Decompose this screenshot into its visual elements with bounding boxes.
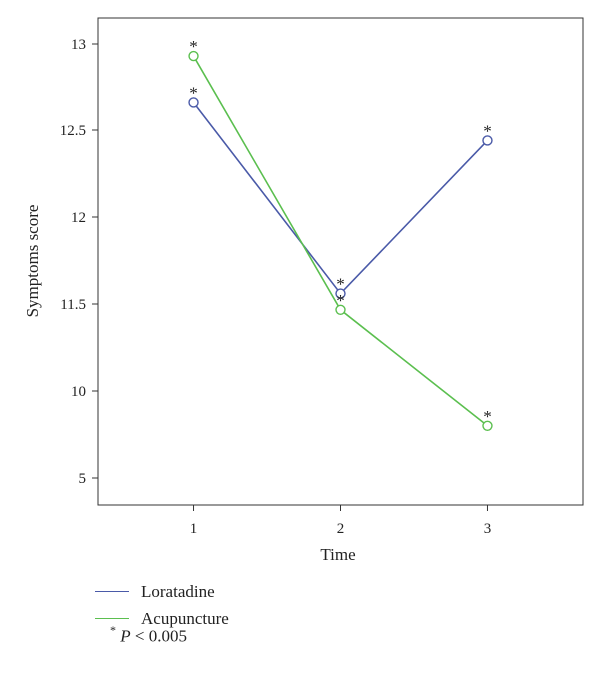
significance-star-loratadine: * (336, 275, 345, 294)
significance-star-acupuncture: * (189, 37, 198, 56)
footnote-text: < 0.005 (134, 626, 187, 646)
x-tick-label: 2 (337, 521, 345, 537)
y-tick-label: 13 (71, 37, 86, 53)
series-lines (192, 55, 489, 427)
x-tick-label: 3 (484, 521, 492, 537)
series-points (188, 50, 493, 431)
significance-star-loratadine: * (483, 121, 492, 140)
y-tick-label: 5 (79, 471, 87, 487)
legend-swatch-acupuncture (95, 618, 129, 619)
legend-item-loratadine: Loratadine (95, 578, 229, 605)
data-point-loratadine (335, 288, 346, 299)
series-line-acupuncture (192, 55, 488, 427)
significance-footnote: * P < 0.005 (110, 623, 187, 647)
y-tick-label: 10 (71, 384, 86, 400)
significance-star-acupuncture: * (483, 407, 492, 426)
significance-markers: ****** (189, 37, 491, 426)
y-tick-label: 12.5 (60, 123, 86, 139)
x-axis-title: Time (320, 545, 355, 564)
footnote-marker: * (110, 623, 116, 637)
legend: Loratadine Acupuncture (95, 578, 229, 632)
x-axis: 1 2 3 (190, 505, 491, 537)
legend-swatch-loratadine (95, 591, 129, 592)
data-point-acupuncture (188, 50, 199, 62)
legend-label-loratadine: Loratadine (141, 581, 215, 601)
plot-frame (97, 17, 584, 506)
footnote-p-label: P (120, 626, 131, 646)
legend-item-acupuncture: Acupuncture (95, 605, 229, 632)
y-axis-title: Symptoms score (23, 205, 42, 318)
data-point-acupuncture (482, 420, 493, 431)
data-point-loratadine (482, 135, 493, 146)
significance-star-loratadine: * (189, 83, 198, 102)
legend-label-acupuncture: Acupuncture (141, 608, 229, 628)
data-point-acupuncture (335, 304, 346, 315)
y-axis: 5 10 11.5 12 12.5 13 (60, 37, 98, 487)
y-tick-label: 12 (71, 210, 86, 226)
y-tick-label: 11.5 (60, 297, 86, 313)
x-tick-label: 1 (190, 521, 198, 537)
data-point-loratadine (188, 97, 199, 108)
significance-star-acupuncture: * (336, 291, 345, 310)
